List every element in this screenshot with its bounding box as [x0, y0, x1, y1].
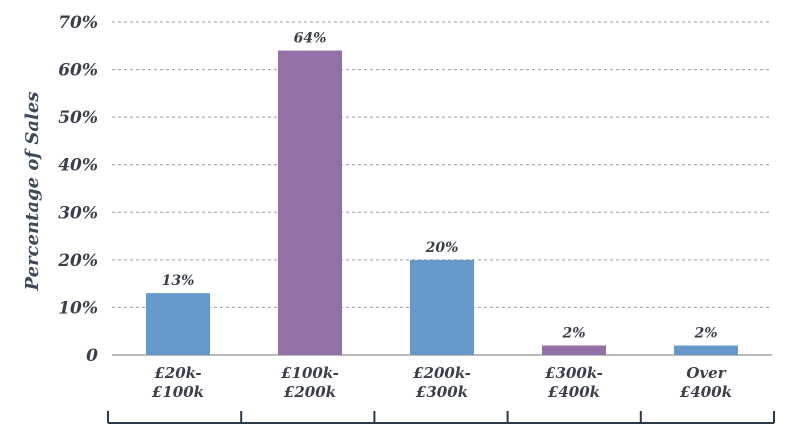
x-axis-bracket [107, 411, 775, 424]
y-tick-label: 40% [58, 156, 98, 176]
y-tick-label: 30% [58, 203, 98, 223]
x-axis-categories: £20k-£100k£100k-£200k£200k-£300k£300k-£4… [152, 364, 732, 401]
data-label: 13% [162, 273, 195, 289]
x-category-label: £300k [416, 383, 468, 401]
bar [542, 345, 606, 355]
bar [146, 293, 210, 355]
y-tick-label: 70% [58, 13, 98, 33]
x-category-label: £400k [680, 383, 732, 401]
x-category-label: £200k [284, 383, 336, 401]
data-label: 64% [294, 31, 327, 47]
y-axis-label: Percentage of Sales [22, 92, 43, 292]
x-category-label: £300k- [545, 364, 603, 382]
y-tick-label: 60% [58, 61, 98, 81]
y-tick-label: 20% [57, 251, 98, 271]
y-tick-label: 50% [58, 108, 98, 128]
x-category-label: £400k [548, 383, 600, 401]
x-category-label: £20k- [154, 364, 201, 382]
bar [674, 345, 738, 355]
bar [410, 259, 474, 355]
y-tick-label: 10% [58, 298, 98, 318]
x-category-label: £200k- [413, 364, 471, 382]
data-label: 20% [425, 240, 459, 256]
y-axis-ticks: 0 10% 20% 30% 40% 50% 60% 70% [57, 13, 98, 366]
x-category-label: Over [686, 364, 726, 382]
bar [278, 50, 342, 356]
bars [146, 50, 738, 356]
data-label: 2% [693, 325, 717, 341]
x-category-label: £100k [152, 383, 204, 401]
data-label: 2% [561, 325, 585, 341]
data-labels: 13% 64% 20% 2% 2% [162, 31, 718, 342]
y-tick-label: 0 [86, 346, 98, 366]
x-category-label: £100k- [281, 364, 339, 382]
